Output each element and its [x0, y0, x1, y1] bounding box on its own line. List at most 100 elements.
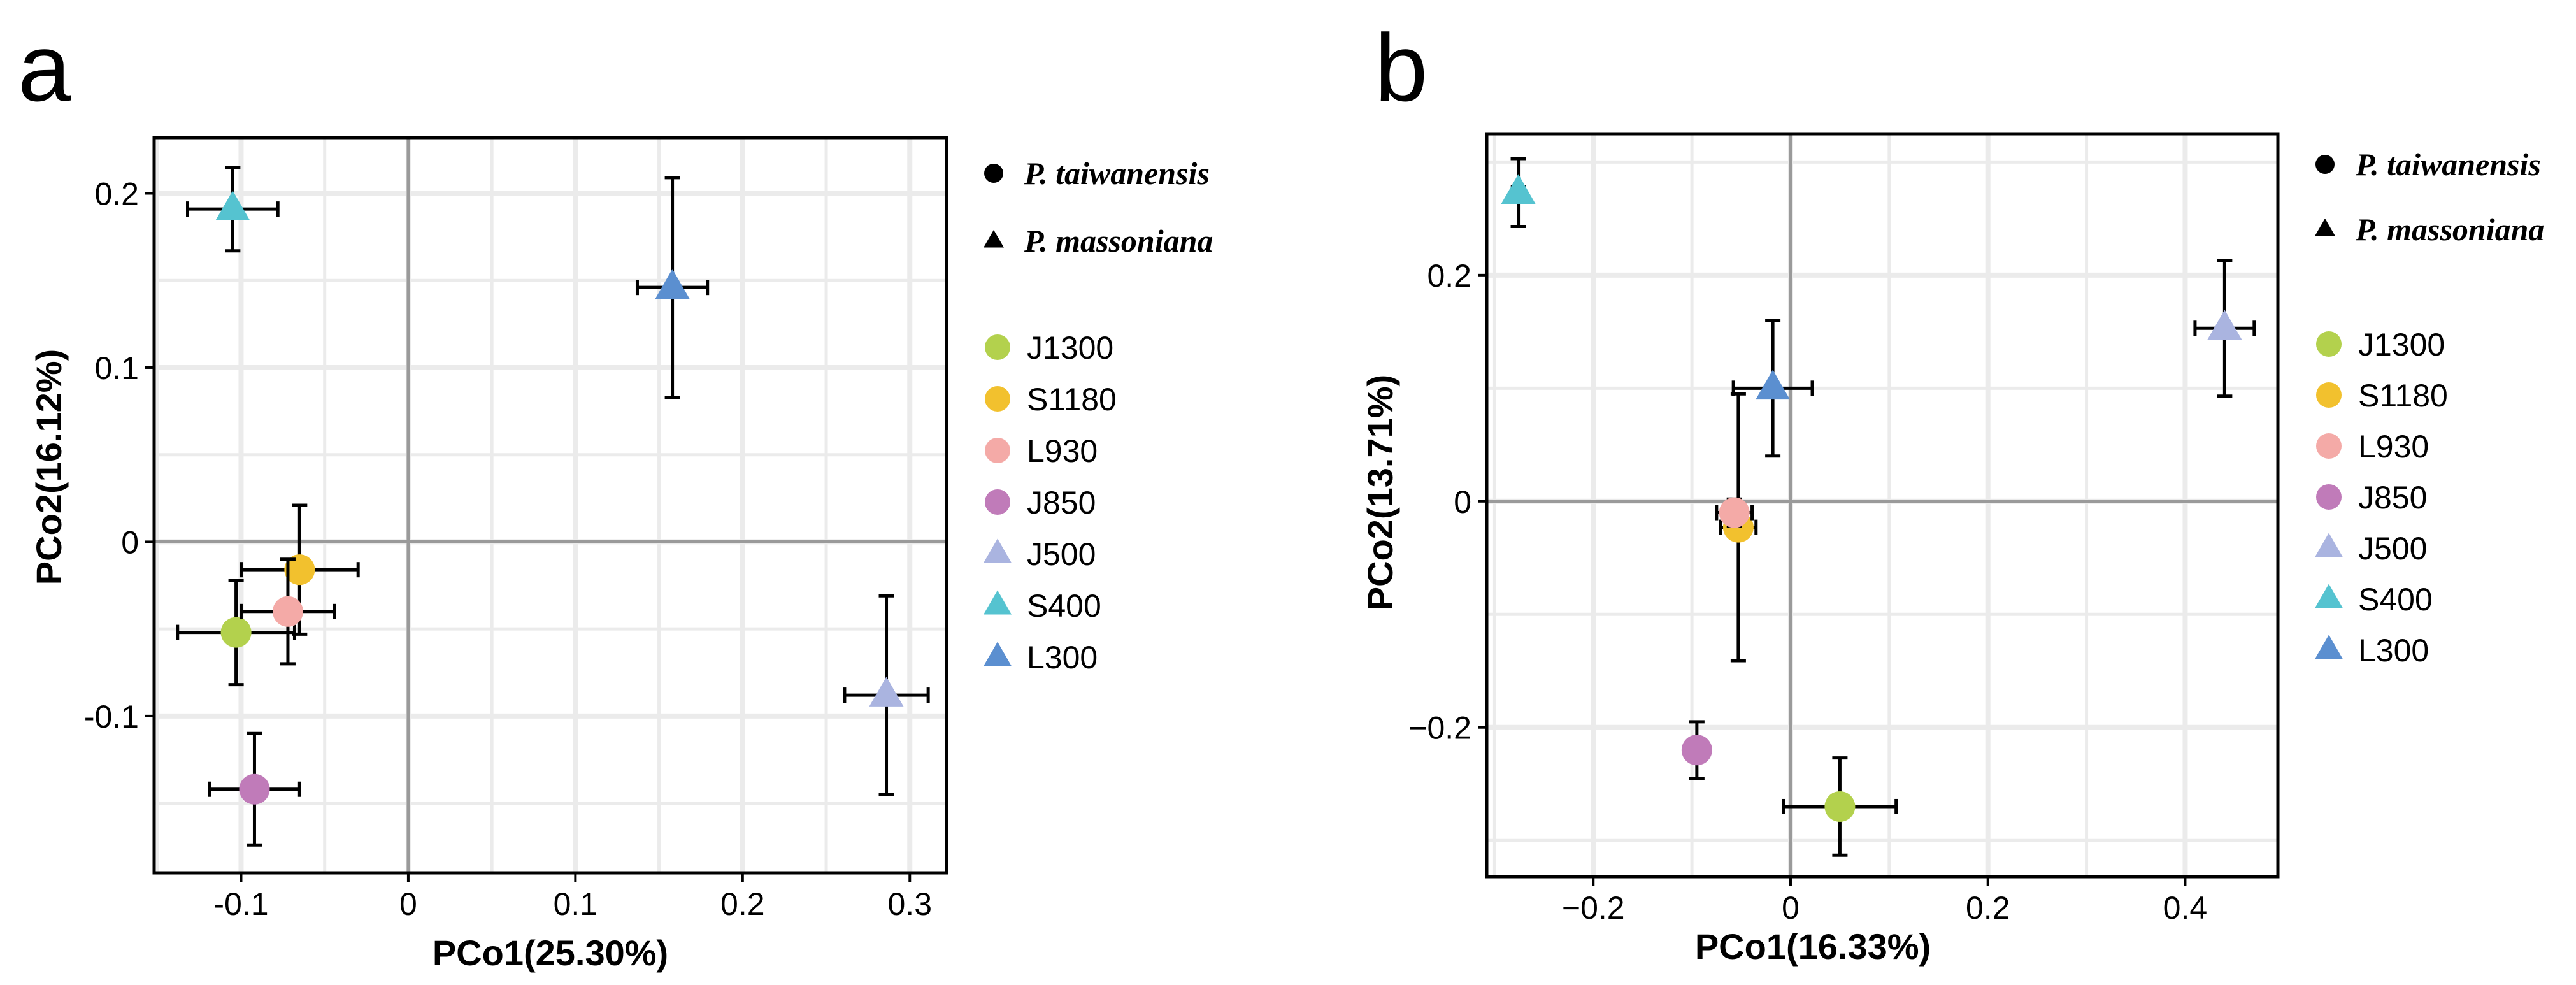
legend-site-S1180: S1180 — [985, 382, 1117, 417]
legend-site-label: L930 — [2358, 429, 2429, 464]
point-marker-circle — [1824, 791, 1856, 822]
point-J500 — [2193, 259, 2256, 398]
legend-site-label: J850 — [1027, 485, 1096, 521]
legend-circle-icon — [985, 334, 1010, 360]
y-axis-ticks: -0.1 0 0.1 0.2 — [84, 176, 154, 735]
x-tick-label: 0.4 — [2163, 890, 2208, 926]
legend-site-J1300: J1300 — [2316, 327, 2445, 363]
legend-species-label: P. massoniana — [1024, 223, 1213, 259]
legend-circle-icon — [984, 164, 1003, 183]
legend-site-J500: J500 — [2315, 531, 2427, 566]
legend: P. taiwanensis P. massoniana J1300 S1180 L93… — [984, 155, 1213, 675]
legend-site-J500: J500 — [984, 536, 1096, 572]
legend-triangle-icon — [2315, 635, 2343, 659]
x-tick-label: 0.1 — [554, 886, 598, 922]
y-tick-label: 0.1 — [94, 350, 139, 386]
point-marker-triangle — [215, 191, 250, 220]
point-L300 — [1731, 319, 1814, 458]
data-points — [1501, 157, 2256, 857]
point-marker-triangle — [869, 677, 904, 707]
point-marker-triangle — [655, 269, 690, 299]
legend-site-label: L300 — [2358, 633, 2429, 668]
legend-circle-icon — [2316, 382, 2342, 408]
legend-site-L930: L930 — [2316, 429, 2429, 464]
legend-triangle-icon — [2315, 533, 2343, 557]
legend-triangle-icon — [984, 229, 1004, 248]
panel-a: a -0.1 0 0.1 0.2 0.3 -0.1 0 0.1 0.2 PCo1(25.30%… — [18, 14, 1213, 973]
x-tick-label: 0.3 — [888, 886, 933, 922]
x-axis-ticks: -0.1 0 0.1 0.2 0.3 — [213, 873, 932, 922]
legend-species-label: P. taiwanensis — [2355, 147, 2541, 182]
legend: P. taiwanensis P. massoniana J1300 S1180 L93… — [2315, 147, 2544, 668]
legend-circle-icon — [2316, 484, 2342, 510]
legend-triangle-icon — [984, 590, 1012, 615]
x-axis-ticks: −0.2 0 0.2 0.4 — [1562, 877, 2207, 926]
legend-site-S1180: S1180 — [2316, 378, 2448, 413]
y-tick-label: −0.2 — [1408, 710, 1471, 746]
legend-circle-icon — [2316, 433, 2342, 459]
point-S1180 — [239, 503, 360, 636]
legend-species-label: P. massoniana — [2355, 212, 2544, 247]
zero-lines — [1487, 134, 2278, 877]
y-tick-label: -0.1 — [84, 699, 139, 735]
x-tick-label: 0 — [399, 886, 417, 922]
legend-triangle-icon — [984, 642, 1012, 666]
grid — [1487, 134, 2278, 877]
point-marker-circle — [284, 554, 315, 586]
x-tick-label: 0.2 — [720, 886, 765, 922]
legend-site-label: J1300 — [1027, 330, 1113, 366]
point-marker-triangle — [1501, 174, 1536, 205]
panel-label-a: a — [18, 14, 71, 121]
legend-site-L930: L930 — [985, 433, 1098, 469]
legend-circle-icon — [985, 489, 1010, 515]
point-marker-circle — [272, 596, 303, 627]
x-tick-label: -0.1 — [213, 886, 268, 922]
x-tick-label: −0.2 — [1562, 890, 1625, 926]
legend-circle-icon — [985, 438, 1010, 463]
y-tick-label: 0 — [121, 524, 139, 560]
plot-frame — [1485, 132, 2280, 879]
legend-site-L300: L300 — [984, 640, 1098, 675]
legend-site-label: S1180 — [1027, 382, 1117, 417]
data-points — [176, 165, 930, 847]
y-axis-ticks: −0.2 0 0.2 — [1408, 258, 1487, 746]
panel-b: b −0.2 0 0.2 0.4 −0.2 0 0.2 PCo1(16.33%) PCo2… — [1360, 14, 2544, 967]
point-L930 — [1715, 497, 1754, 528]
point-marker-circle — [239, 773, 270, 805]
legend-site-S400: S400 — [2315, 582, 2433, 617]
plot-frame — [152, 136, 948, 875]
point-J850 — [1681, 720, 1712, 780]
legend-site-label: S1180 — [2358, 378, 2448, 413]
legend-circle-icon — [2315, 155, 2335, 174]
point-marker-circle — [220, 617, 252, 648]
point-marker-circle — [1719, 497, 1750, 528]
legend-species-label: P. taiwanensis — [1024, 155, 1210, 191]
legend-triangle-icon — [984, 538, 1012, 563]
legend-triangle-icon — [2315, 584, 2343, 608]
x-axis-title: PCo1(25.30%) — [433, 933, 668, 973]
legend-site-label: S400 — [2358, 582, 2433, 617]
zero-lines — [154, 138, 947, 873]
legend-site-label: J500 — [2358, 531, 2427, 566]
point-S400 — [1501, 157, 1536, 229]
legend-site-label: J500 — [1027, 536, 1096, 572]
legend-species-item: P. taiwanensis — [984, 155, 1210, 191]
legend-site-label: L930 — [1027, 433, 1098, 469]
point-J1300 — [176, 579, 296, 687]
legend-site-label: L300 — [1027, 640, 1098, 675]
legend-site-J850: J850 — [2316, 480, 2427, 515]
point-L930 — [239, 557, 336, 666]
legend-species-item: P. taiwanensis — [2315, 147, 2541, 182]
y-axis-title: PCo2(16.12%) — [29, 349, 69, 585]
legend-site-J850: J850 — [985, 485, 1096, 521]
legend-species-item: P. massoniana — [984, 223, 1213, 259]
point-J1300 — [1782, 756, 1898, 857]
y-axis-title: PCo2(13.71%) — [1360, 375, 1400, 610]
legend-circle-icon — [2316, 331, 2342, 357]
y-tick-label: 0 — [1454, 484, 1471, 520]
legend-site-S400: S400 — [984, 588, 1101, 624]
y-tick-label: 0.2 — [94, 176, 139, 212]
legend-species-item: P. massoniana — [2315, 212, 2544, 247]
panel-label-b: b — [1375, 14, 1428, 121]
